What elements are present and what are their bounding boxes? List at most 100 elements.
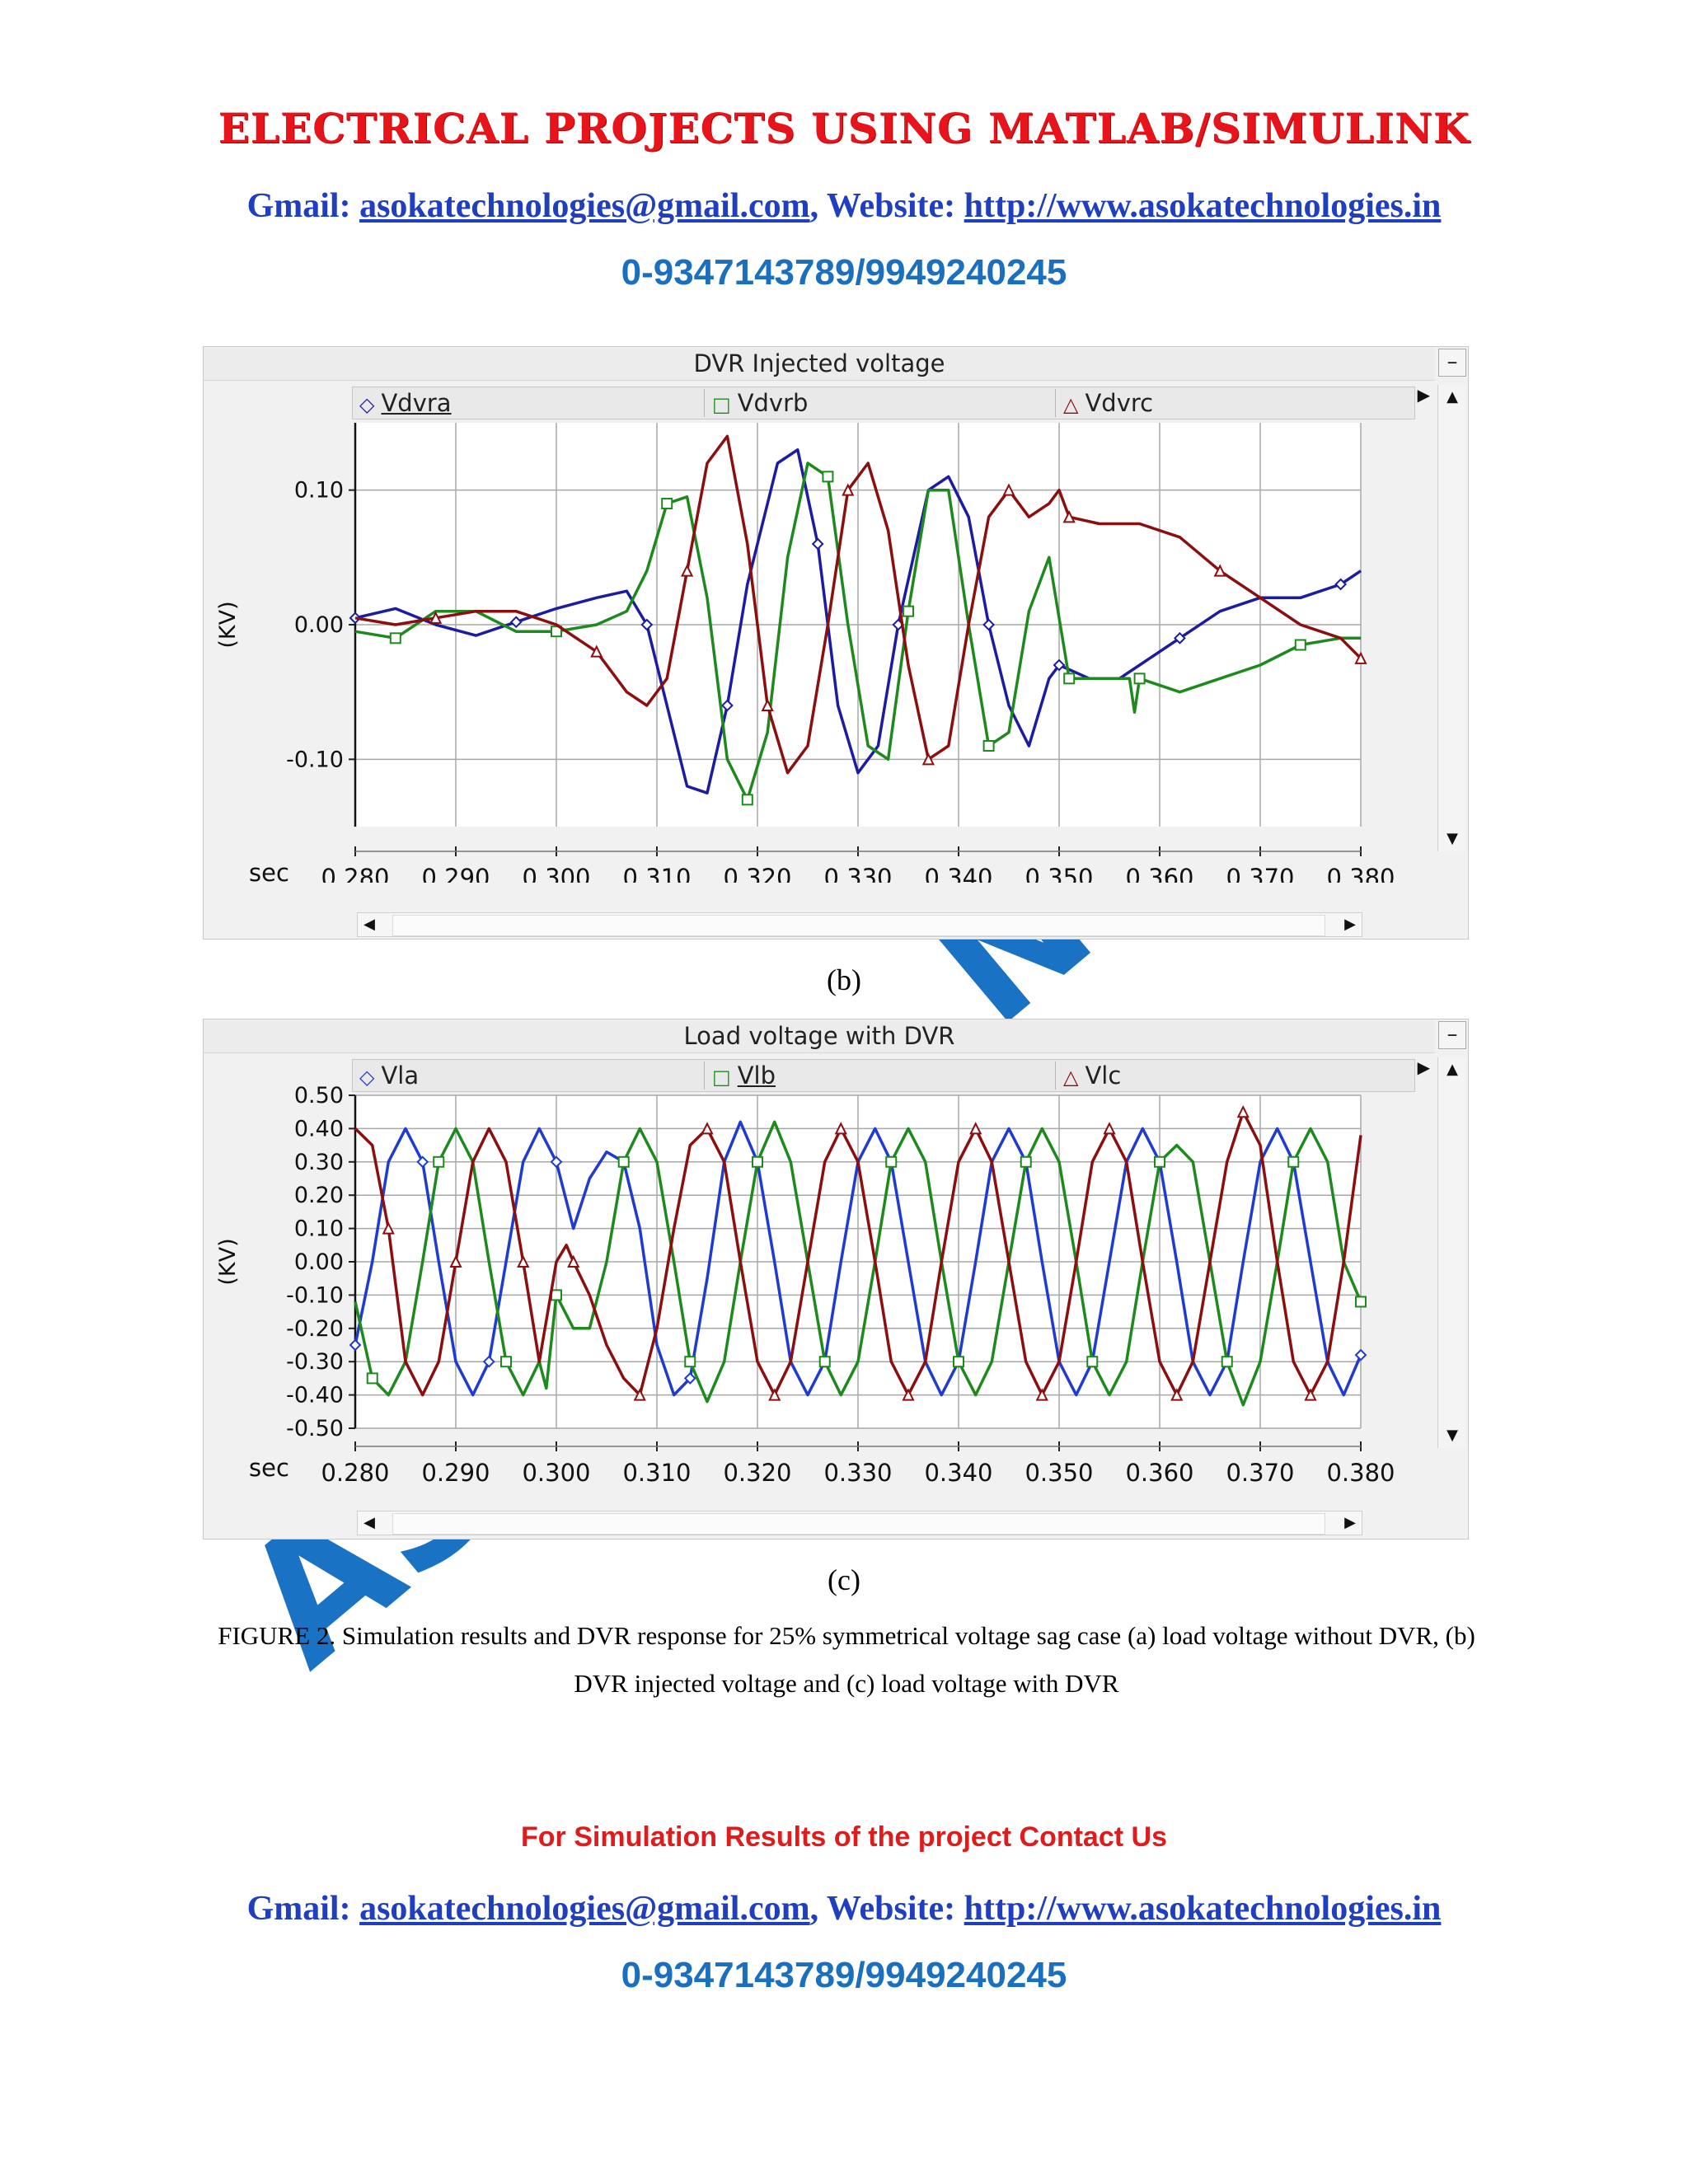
data-point-vla	[683, 1371, 696, 1385]
data-point-vlc	[567, 1254, 580, 1268]
minus-icon[interactable]: –	[1438, 1021, 1466, 1049]
x-tick-label: 0.310	[622, 864, 691, 883]
legend-scroll-right-icon[interactable]: ▶	[1417, 385, 1430, 405]
x-tick-label: 0.290	[421, 1459, 490, 1487]
diamond-marker-icon: ◇	[359, 393, 375, 416]
y-tick-label: 0.20	[294, 1183, 344, 1208]
vertical-scrollbar[interactable]: ▲ ▼	[1437, 1057, 1466, 1448]
x-tick-label: 0.320	[723, 1459, 791, 1487]
header-contact-line: Gmail: asokatechnologies@gmail.com, Webs…	[246, 187, 1442, 225]
data-point-vdvra	[640, 618, 654, 631]
data-point-vla	[550, 1155, 563, 1169]
x-tick-label: 0.350	[1025, 864, 1093, 883]
data-point-vlb	[1355, 1296, 1367, 1308]
data-point-vlc	[902, 1388, 915, 1401]
x-tick-label: 0.320	[723, 864, 791, 883]
series-line-vlb	[354, 1120, 1362, 1407]
data-point-vdvrb	[1294, 639, 1306, 651]
legend-scroll-right-icon[interactable]: ▶	[1417, 1057, 1430, 1077]
website-link[interactable]: http://www.asokatechnologies.in	[964, 1890, 1442, 1928]
legend-item-vlc[interactable]: △ Vlc	[1063, 1062, 1122, 1090]
triangle-right-icon[interactable]: ▶	[1344, 916, 1356, 933]
chart-legend: ◇ Vdvra □ Vdvrb △ Vdvrc	[352, 387, 1415, 419]
email-link[interactable]: asokatechnologies@gmail.com	[359, 1890, 810, 1928]
series-line-vdvrb	[354, 462, 1361, 802]
y-tick-label: 0.10	[294, 478, 344, 504]
data-point-vdvrc	[761, 698, 774, 711]
data-point-vdvrc	[429, 611, 443, 624]
data-point-vdvrb	[903, 605, 914, 617]
vertical-scrollbar[interactable]: ▲ ▼	[1437, 385, 1466, 851]
data-point-vlb	[1086, 1356, 1099, 1368]
horizontal-scrollbar[interactable]: ◀ ▶	[357, 1511, 1362, 1535]
chart-panel-load-voltage: Load voltage with DVR – ◇ Vla □ Vlb △ Vlc ▶…	[203, 1019, 1469, 1540]
series-line-vdvra	[354, 448, 1362, 794]
data-point-vlc	[1170, 1388, 1184, 1401]
chart-panel-dvr-injected: DVR Injected voltage – ◇ Vdvra □ Vdvrb △ Vd…	[203, 346, 1469, 940]
minus-icon[interactable]: –	[1438, 349, 1466, 377]
x-tick-label: 0.350	[1025, 1459, 1093, 1487]
x-axis-label: sec	[249, 1454, 289, 1482]
legend-item-vla[interactable]: ◇ Vla	[359, 1062, 420, 1090]
data-point-vlb	[366, 1372, 378, 1385]
legend-item-vdvrb[interactable]: □ Vdvrb	[712, 389, 809, 417]
triangle-left-icon[interactable]: ◀	[363, 916, 375, 933]
x-tick-label: 0.340	[924, 1459, 992, 1487]
legend-item-vdvra[interactable]: ◇ Vdvra	[359, 389, 452, 417]
legend-item-vdvrc[interactable]: △ Vdvrc	[1063, 389, 1154, 417]
triangle-down-icon[interactable]: ▼	[1447, 830, 1458, 847]
triangle-up-icon[interactable]: ▲	[1447, 1061, 1458, 1078]
triangle-right-icon[interactable]: ▶	[1344, 1514, 1356, 1531]
x-tick-label: 0.360	[1125, 1459, 1193, 1487]
triangle-marker-icon: △	[1063, 393, 1079, 416]
data-point-vlc	[517, 1254, 530, 1268]
chart-legend: ◇ Vla □ Vlb △ Vlc	[352, 1059, 1415, 1092]
x-tick-label: 0.380	[1326, 864, 1395, 883]
email-link[interactable]: asokatechnologies@gmail.com	[359, 187, 810, 225]
data-point-vdvrb	[741, 794, 753, 806]
data-point-vla	[1354, 1348, 1367, 1361]
data-point-vlb	[1287, 1155, 1300, 1168]
data-point-vlb	[885, 1155, 898, 1168]
data-point-vlb	[818, 1356, 831, 1368]
y-tick-label: 0.50	[294, 1083, 344, 1108]
line-chart-dvr-injected: 0.280 0.290 0.300 0.310 0.320 0.330 0.340 0.350…	[215, 423, 1395, 883]
contact-us-text: For Simulation Results of the project Co…	[521, 1821, 1167, 1853]
figure-b-label: (b)	[827, 963, 861, 996]
data-point-vlb	[500, 1356, 512, 1368]
data-point-vlc	[1236, 1104, 1250, 1118]
chart-title: DVR Injected voltage	[204, 347, 1435, 381]
footer-contact-line: Gmail: asokatechnologies@gmail.com, Webs…	[246, 1890, 1442, 1928]
data-point-vdvra	[1173, 631, 1186, 644]
figure-caption: FIGURE 2. Simulation results and DVR res…	[218, 1621, 1475, 1698]
line-chart-load-voltage: 0.280 0.290 0.300 0.310 0.320 0.330 0.340 0.350…	[215, 1083, 1395, 1487]
y-tick-label: 0.00	[294, 1249, 344, 1275]
data-point-vlc	[382, 1221, 395, 1235]
data-point-vlc	[449, 1254, 462, 1268]
series-line-vlc	[354, 1110, 1362, 1397]
data-point-vlc	[969, 1122, 982, 1135]
legend-item-vlb[interactable]: □ Vlb	[712, 1062, 776, 1090]
scroll-thumb[interactable]	[392, 915, 1325, 936]
gmail-label: Gmail:	[246, 187, 351, 225]
data-point-vla	[349, 1338, 362, 1352]
data-point-vdvrc	[1354, 651, 1367, 664]
website-link[interactable]: http://www.asokatechnologies.in	[964, 187, 1442, 225]
data-point-vdvrb	[1133, 673, 1146, 685]
website-label: Website:	[826, 187, 956, 225]
y-tick-label: 0.10	[294, 1216, 344, 1242]
horizontal-scrollbar[interactable]: ◀ ▶	[357, 912, 1362, 937]
triangle-up-icon[interactable]: ▲	[1447, 388, 1458, 405]
y-tick-label: -0.10	[286, 747, 344, 772]
data-point-vdvrc	[590, 644, 603, 658]
scroll-thumb[interactable]	[392, 1513, 1325, 1535]
data-point-vdvrb	[822, 471, 834, 483]
x-tick-label: 0.300	[522, 864, 590, 883]
triangle-down-icon[interactable]: ▼	[1447, 1427, 1458, 1444]
y-tick-label: -0.30	[286, 1349, 344, 1375]
gmail-label: Gmail:	[246, 1890, 351, 1928]
triangle-left-icon[interactable]: ◀	[363, 1514, 375, 1531]
data-point-vla	[416, 1155, 429, 1169]
data-point-vdvra	[811, 537, 824, 551]
data-point-vlb	[1221, 1356, 1233, 1368]
